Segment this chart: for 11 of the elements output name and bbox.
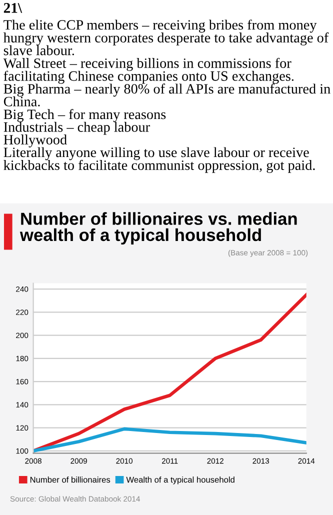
text: Big Tech – for many reasons [4, 109, 166, 122]
text: 21\ [4, 3, 22, 13]
chart-title: Number of billionaires vs. median wealth of a typical household [20, 212, 297, 245]
text: The elite CCP members – receiving bribes from money hungry western corporates desperate to take advantage of slave labour. [3, 20, 329, 56]
text: Big Pharma – nearly 80% of all APIs are manufactured in China. [4, 84, 330, 106]
text: Literally anyone willing to use slave labour or receive kickbacks to facilitate communist oppression, got paid. [4, 147, 315, 173]
text: Industrials – cheap labour [4, 122, 150, 135]
legend-label: Number of billionaires [30, 476, 110, 483]
text: Wall Street – receiving billions in commissions for facilitating Chinese companies onto US exchanges. [3, 58, 294, 84]
legend-label: Wealth of a typical household [126, 476, 234, 484]
text: Hollywood [4, 134, 67, 148]
